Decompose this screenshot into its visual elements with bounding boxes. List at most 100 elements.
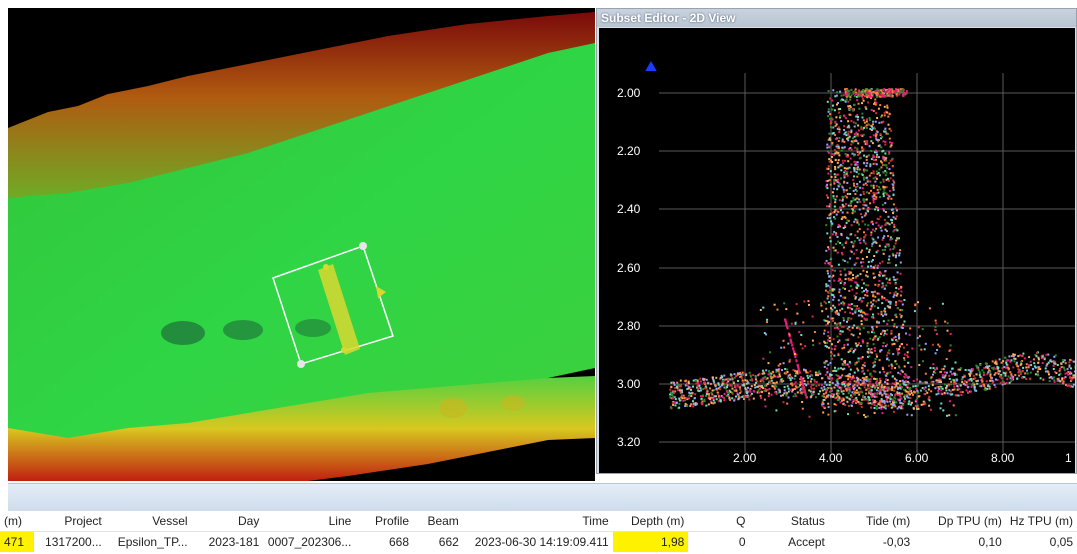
sounding-point xyxy=(838,137,841,139)
sounding-point xyxy=(899,383,901,386)
sounding-point xyxy=(858,327,861,330)
sounding-point xyxy=(908,381,911,384)
sounding-point xyxy=(710,382,712,385)
sounding-point xyxy=(892,194,895,196)
column-header[interactable]: Dp TPU (m) xyxy=(914,511,1006,532)
column-header[interactable]: Hz TPU (m) xyxy=(1005,511,1077,532)
direction-arrow-icon[interactable] xyxy=(376,286,386,298)
sounding-point xyxy=(894,335,897,338)
column-header[interactable]: Line xyxy=(263,511,356,532)
sounding-point xyxy=(870,231,873,234)
table-row[interactable]: 471 1317200... Epsilon_TP... 2023-181 00… xyxy=(0,531,1077,552)
sounding-point xyxy=(907,401,910,404)
sounding-point xyxy=(891,343,894,346)
sounding-point xyxy=(836,161,839,164)
sounding-points[interactable] xyxy=(669,88,1075,418)
column-header[interactable]: Profile xyxy=(355,511,413,532)
column-header[interactable]: Status xyxy=(749,511,829,532)
sounding-point xyxy=(874,349,876,352)
column-header[interactable]: Vessel xyxy=(105,511,192,532)
column-header[interactable]: Time xyxy=(462,511,613,532)
column-header[interactable]: Day xyxy=(191,511,264,532)
table-cell[interactable]: 2023-06-30 14:19:09.411 xyxy=(474,535,609,549)
sounding-point xyxy=(829,362,832,364)
sounding-point xyxy=(895,303,897,305)
table-cell[interactable]: 1317200... xyxy=(45,535,102,549)
sounding-point xyxy=(825,224,828,227)
sounding-point xyxy=(819,372,822,375)
sounding-point xyxy=(839,206,842,209)
table-cell[interactable]: 1,98 xyxy=(612,531,689,552)
column-header[interactable]: Tide (m) xyxy=(828,511,915,532)
sounding-point xyxy=(889,238,892,241)
sounding-point xyxy=(815,373,817,376)
sounding-point xyxy=(879,133,882,136)
column-header[interactable]: Project xyxy=(33,511,106,532)
table-cell[interactable]: -0,03 xyxy=(882,535,911,549)
sounding-point xyxy=(862,327,865,330)
sounding-point xyxy=(887,123,890,126)
sounding-point xyxy=(758,372,761,375)
sounding-point xyxy=(875,151,878,154)
table-cell[interactable]: 0,05 xyxy=(1049,535,1073,549)
sounding-point xyxy=(757,389,760,392)
sounding-point xyxy=(839,309,841,312)
sounding-point xyxy=(855,249,858,251)
sounding-point xyxy=(797,368,800,371)
sounding-point xyxy=(889,306,891,309)
sounding-point xyxy=(844,311,847,314)
sounding-point xyxy=(773,375,776,378)
sounding-point xyxy=(854,163,857,166)
sounding-point xyxy=(827,335,830,337)
sounding-point xyxy=(826,187,829,190)
subset-editor-window[interactable]: Subset Editor - 2D View 2.00 2.20 xyxy=(596,8,1077,474)
sounding-point xyxy=(873,404,876,407)
subset-selection-box[interactable] xyxy=(272,242,394,368)
sounding-point xyxy=(907,391,910,394)
column-header[interactable]: Beam xyxy=(413,511,463,532)
sounding-point xyxy=(1054,370,1057,373)
sounding-point xyxy=(847,139,850,142)
sounding-point xyxy=(969,374,971,377)
column-header[interactable]: Q xyxy=(688,511,750,532)
sounding-point xyxy=(835,195,838,198)
sounding-point xyxy=(829,217,832,220)
selection-handle[interactable] xyxy=(297,360,305,368)
sounding-point xyxy=(899,294,902,297)
table-cell[interactable]: 0007_202306... xyxy=(267,535,352,549)
surface-3d-view[interactable] xyxy=(8,8,595,481)
soundings-table[interactable]: (m) Project Vessel Day Line Profile Beam… xyxy=(0,511,1077,552)
sounding-point xyxy=(788,360,791,363)
table-cell[interactable]: 2023-181 xyxy=(208,535,260,549)
sounding-point xyxy=(688,397,691,400)
column-header[interactable]: Depth (m) xyxy=(612,511,689,532)
table-cell[interactable]: 0 xyxy=(738,535,746,549)
table-cell[interactable]: 0,10 xyxy=(978,535,1002,549)
selection-handle[interactable] xyxy=(359,242,367,250)
sounding-point xyxy=(888,168,891,171)
sounding-point xyxy=(1053,360,1056,363)
profile-plot[interactable]: 2.00 2.20 2.40 2.60 2.80 3.00 3.20 2.00 … xyxy=(599,28,1075,473)
sounding-point xyxy=(881,92,884,94)
sounding-point xyxy=(832,274,835,277)
sounding-point xyxy=(690,395,693,397)
table-cell[interactable]: 668 xyxy=(388,535,409,549)
sounding-point xyxy=(748,389,751,392)
table-cell[interactable]: 662 xyxy=(438,535,459,549)
table-cell[interactable]: 471 xyxy=(0,531,34,552)
sounding-point xyxy=(850,378,853,381)
selection-handle[interactable] xyxy=(341,347,347,353)
column-header[interactable]: (m) xyxy=(0,511,34,532)
sounding-point xyxy=(850,250,853,253)
sounding-point xyxy=(852,334,855,337)
table-cell[interactable]: Accept xyxy=(788,535,825,549)
sounding-point xyxy=(953,388,956,391)
table-cell[interactable]: Epsilon_TP... xyxy=(117,535,188,549)
sounding-point xyxy=(861,187,864,190)
sounding-point xyxy=(849,98,852,101)
sounding-point xyxy=(764,375,767,378)
sounding-point xyxy=(715,395,717,398)
sounding-point xyxy=(885,284,888,287)
sounding-point xyxy=(901,407,904,410)
selection-handle[interactable] xyxy=(323,264,329,270)
